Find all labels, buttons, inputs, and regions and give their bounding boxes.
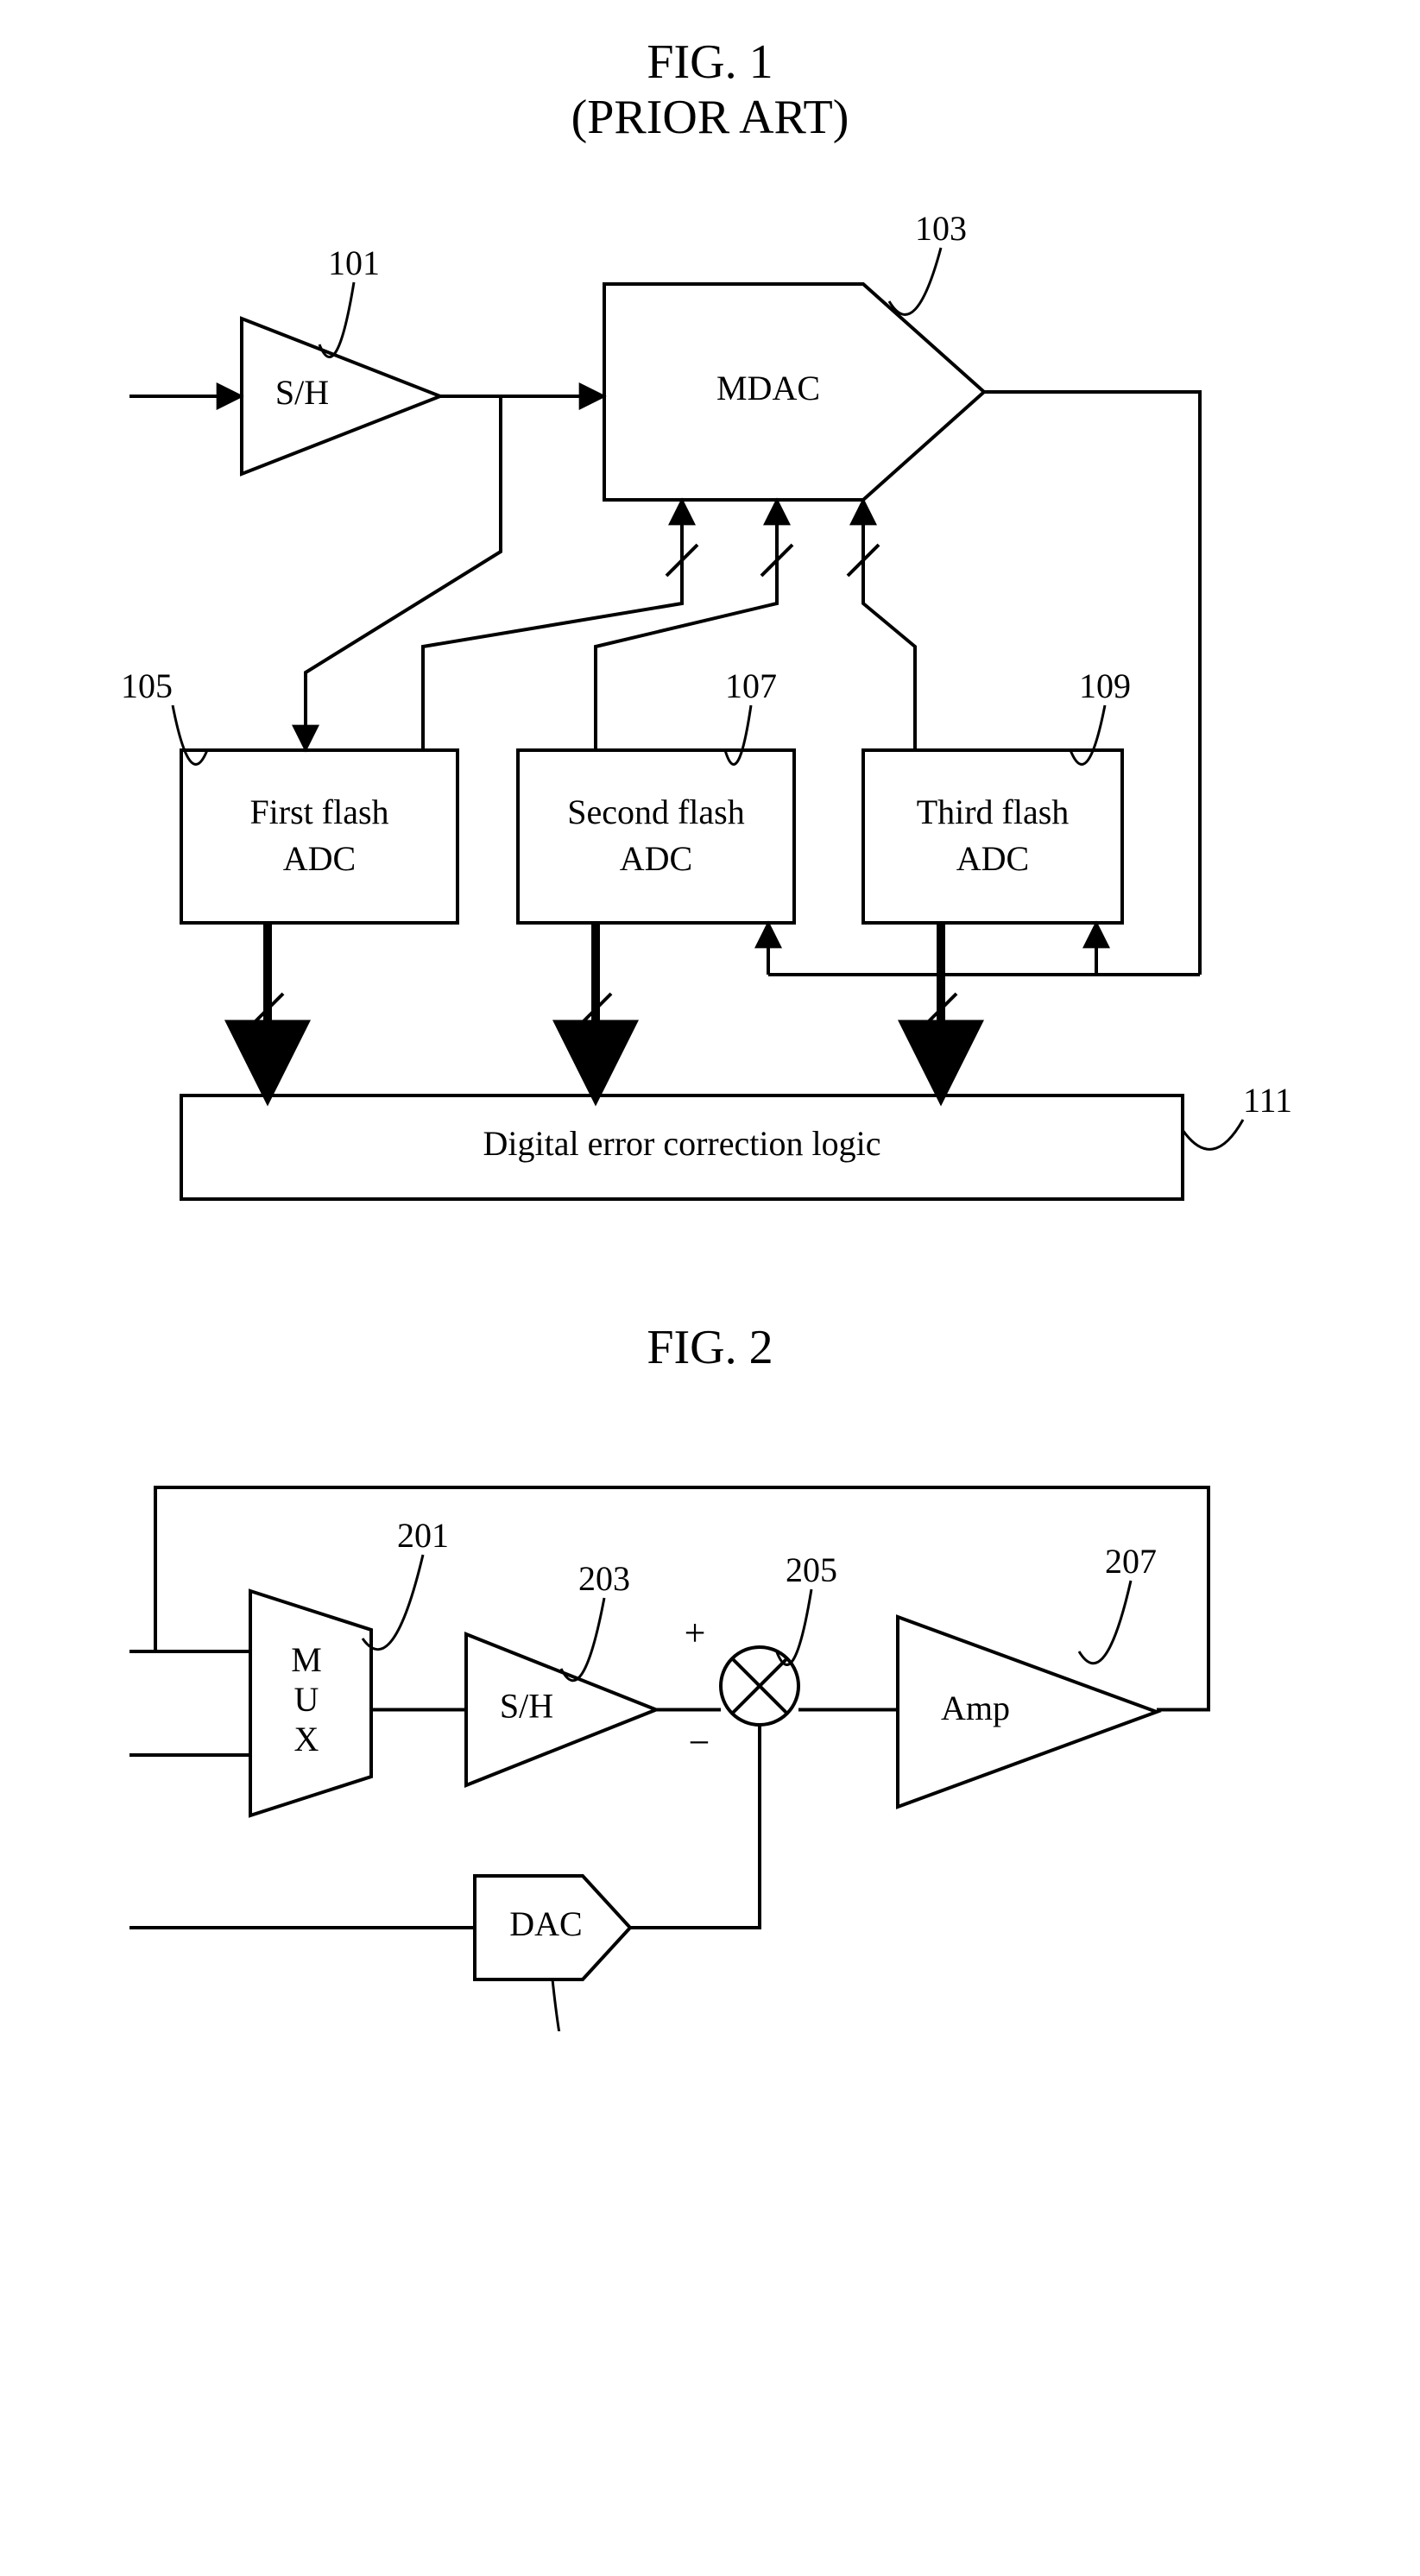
svg-text:S/H: S/H [500,1687,553,1726]
svg-text:First flash: First flash [249,792,388,831]
svg-text:ADC: ADC [956,839,1029,878]
svg-text:201: 201 [397,1516,449,1555]
svg-text:101: 101 [328,243,380,282]
svg-text:U: U [294,1680,319,1719]
svg-text:Digital error correction logic: Digital error correction logic [483,1124,881,1163]
svg-text:S/H: S/H [275,373,329,412]
svg-text:Third flash: Third flash [917,792,1070,831]
svg-text:Amp: Amp [941,1689,1010,1727]
svg-text:207: 207 [1105,1542,1157,1581]
svg-text:103: 103 [915,209,967,248]
fig2-diagram: MUX201S/H203+−205Amp207DAC209 [35,1375,1385,2031]
svg-text:203: 203 [578,1559,630,1598]
fig2-title: FIG. 2 [35,1320,1385,1375]
svg-text:109: 109 [1079,666,1131,705]
svg-text:205: 205 [786,1550,837,1589]
svg-text:107: 107 [725,666,777,705]
fig1-title-line1: FIG. 1 [647,35,773,89]
svg-text:DAC: DAC [509,1904,582,1943]
svg-text:MDAC: MDAC [716,369,820,407]
svg-text:M: M [291,1640,322,1679]
svg-text:111: 111 [1243,1081,1292,1120]
fig1-diagram: S/H 101 MDAC 103 First flash ADC Second flash A… [35,146,1385,1234]
svg-text:105: 105 [121,666,173,705]
svg-text:ADC: ADC [283,839,356,878]
fig1-title: FIG. 1 (PRIOR ART) [35,35,1385,146]
svg-text:X: X [294,1720,319,1758]
svg-text:+: + [685,1612,706,1654]
fig1-title-line2: (PRIOR ART) [571,91,849,144]
svg-text:ADC: ADC [620,839,692,878]
svg-text:Second flash: Second flash [567,792,745,831]
fig2-title-text: FIG. 2 [647,1321,773,1374]
svg-text:−: − [689,1721,710,1764]
